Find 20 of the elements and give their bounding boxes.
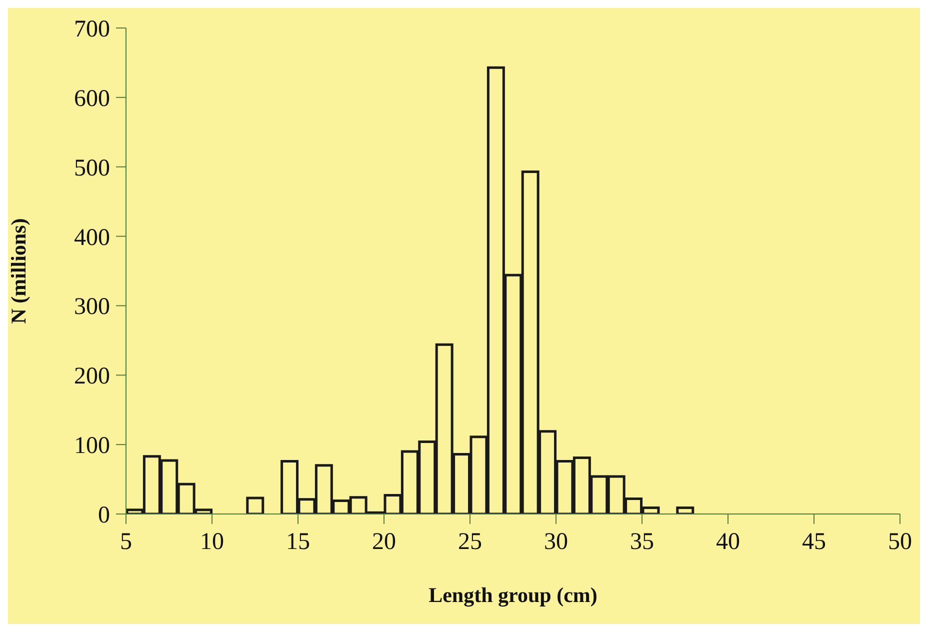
x-tick-label: 40 (716, 529, 740, 556)
y-tick-label: 600 (74, 86, 110, 112)
x-tick-label: 45 (802, 529, 826, 556)
x-tick-label: 10 (200, 529, 224, 556)
x-tick-label: 30 (544, 529, 568, 556)
y-tick-label: 0 (98, 502, 110, 529)
x-tick-label: 20 (372, 529, 396, 556)
y-axis-title: N (millions) (6, 218, 30, 324)
y-tick-label: 300 (74, 294, 110, 320)
y-tick-label: 500 (74, 155, 110, 182)
y-tick-label: 200 (74, 364, 110, 390)
x-tick-label: 50 (888, 529, 912, 556)
x-tick-label: 35 (630, 529, 654, 556)
y-tick-label: 400 (74, 224, 110, 251)
y-tick-label: 100 (74, 433, 110, 460)
x-tick-label: 25 (458, 529, 482, 556)
y-tick-label: 700 (74, 16, 110, 43)
x-tick-label: 5 (120, 529, 132, 556)
x-tick-label: 15 (286, 529, 310, 556)
x-axis-title: Length group (cm) (428, 583, 598, 607)
